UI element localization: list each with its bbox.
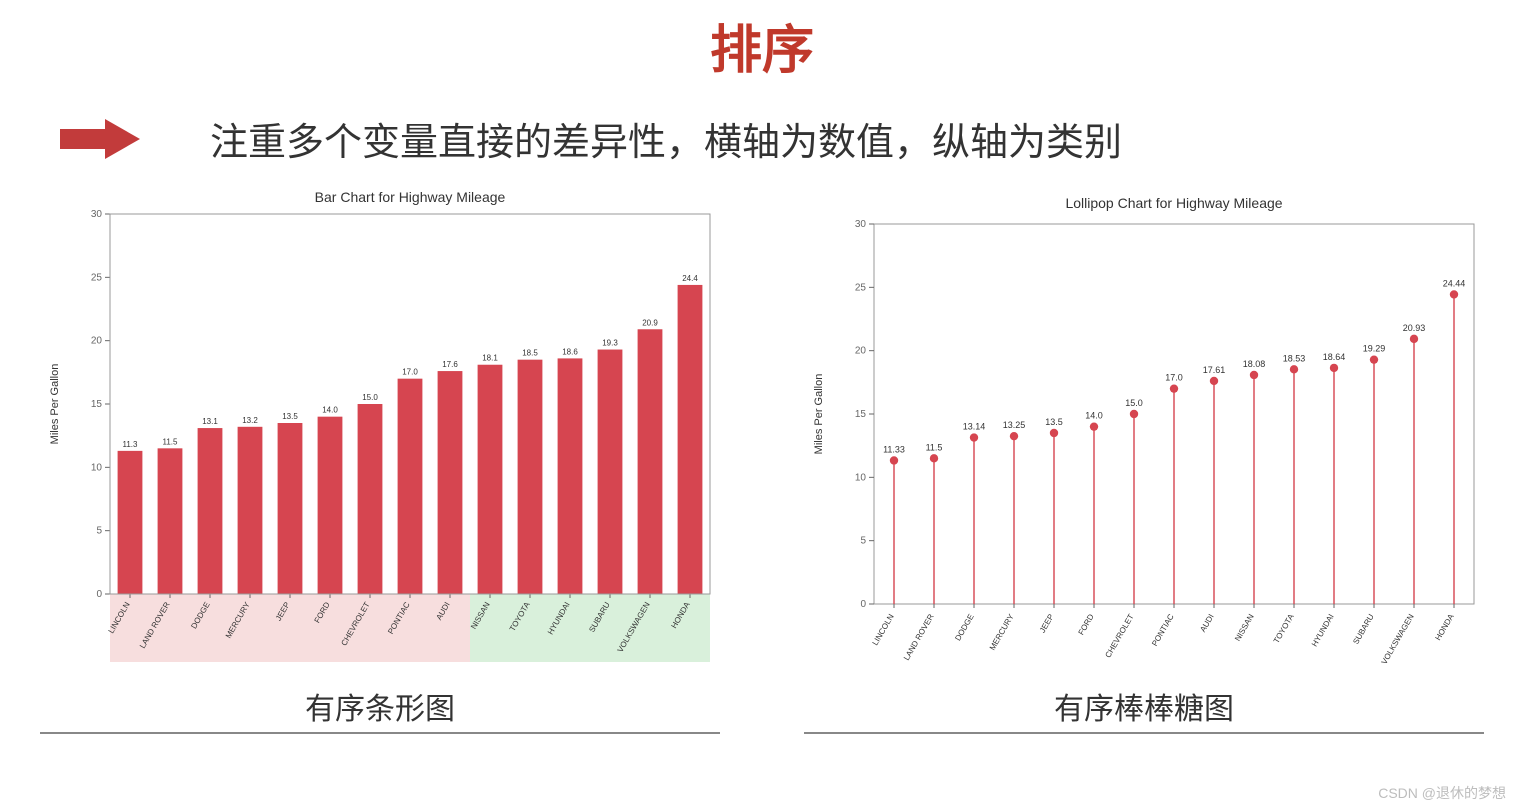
svg-text:20: 20 — [855, 346, 867, 357]
svg-text:VOLKSWAGEN: VOLKSWAGEN — [1380, 612, 1416, 666]
watermark-text: CSDN @退休的梦想 — [1378, 783, 1506, 803]
svg-text:HYUNDAI: HYUNDAI — [1310, 613, 1336, 649]
svg-text:MERCURY: MERCURY — [988, 612, 1016, 652]
arrow-shape — [60, 119, 140, 159]
svg-text:17.61: 17.61 — [1203, 365, 1226, 375]
svg-text:17.0: 17.0 — [1165, 373, 1183, 383]
svg-text:SUBARU: SUBARU — [1351, 612, 1376, 646]
bar-chart-column: Bar Chart for Highway Mileage Miles Per G… — [40, 184, 720, 734]
svg-text:15.0: 15.0 — [362, 393, 378, 402]
svg-text:15: 15 — [91, 399, 103, 410]
svg-text:5: 5 — [96, 526, 102, 537]
page-title: 排序 — [0, 8, 1524, 83]
bar-chart: Bar Chart for Highway Mileage Miles Per G… — [40, 184, 720, 674]
svg-text:DODGE: DODGE — [953, 613, 975, 643]
svg-text:LAND ROVER: LAND ROVER — [902, 612, 936, 662]
svg-text:0: 0 — [860, 599, 866, 610]
svg-text:18.6: 18.6 — [562, 347, 578, 356]
bar-chart-caption: 有序条形图 — [305, 684, 455, 728]
svg-text:18.1: 18.1 — [482, 354, 498, 363]
svg-text:10: 10 — [855, 472, 867, 483]
svg-text:18.08: 18.08 — [1243, 359, 1266, 369]
svg-text:25: 25 — [855, 282, 867, 293]
svg-text:14.0: 14.0 — [322, 406, 338, 415]
svg-text:20: 20 — [91, 336, 103, 347]
arrow-right-icon — [60, 119, 140, 159]
svg-text:0: 0 — [96, 589, 102, 600]
svg-text:18.64: 18.64 — [1323, 352, 1346, 362]
svg-text:TOYOTA: TOYOTA — [1272, 612, 1296, 645]
svg-text:LINCOLN: LINCOLN — [871, 612, 896, 647]
svg-text:13.5: 13.5 — [282, 412, 298, 421]
lollipop-chart-column: Lollipop Chart for Highway Mileage Miles … — [804, 184, 1484, 734]
svg-text:11.5: 11.5 — [926, 442, 943, 452]
svg-text:11.5: 11.5 — [163, 437, 179, 446]
lollipop-chart-rule — [804, 732, 1484, 734]
svg-text:FORD: FORD — [1077, 612, 1096, 636]
svg-text:18.5: 18.5 — [522, 349, 538, 358]
charts-row: Bar Chart for Highway Mileage Miles Per G… — [0, 184, 1524, 734]
svg-text:Lollipop Chart for Highway Mil: Lollipop Chart for Highway Mileage — [1065, 195, 1282, 211]
lollipop-chart-caption: 有序棒棒糖图 — [1054, 684, 1234, 728]
svg-text:18.53: 18.53 — [1283, 353, 1306, 363]
svg-text:NISSAN: NISSAN — [1233, 612, 1256, 642]
svg-text:15.0: 15.0 — [1125, 398, 1143, 408]
svg-text:HONDA: HONDA — [1433, 612, 1456, 642]
lollipop-chart: Lollipop Chart for Highway Mileage Miles … — [804, 184, 1484, 674]
svg-text:30: 30 — [91, 209, 103, 220]
svg-text:20.9: 20.9 — [642, 318, 658, 327]
svg-text:Miles Per Gallon: Miles Per Gallon — [813, 374, 825, 455]
svg-text:19.3: 19.3 — [602, 339, 618, 348]
svg-text:17.0: 17.0 — [402, 368, 418, 377]
svg-text:13.1: 13.1 — [202, 417, 218, 426]
subtitle-row: 注重多个变量直接的差异性，横轴为数值，纵轴为类别 — [60, 111, 1524, 166]
svg-text:Miles Per Gallon: Miles Per Gallon — [49, 364, 61, 445]
svg-text:13.14: 13.14 — [963, 422, 986, 432]
svg-text:15: 15 — [855, 409, 867, 420]
svg-text:17.6: 17.6 — [442, 360, 458, 369]
svg-text:24.44: 24.44 — [1443, 278, 1466, 288]
svg-text:20.93: 20.93 — [1403, 323, 1426, 333]
svg-text:11.3: 11.3 — [123, 440, 139, 449]
svg-text:JEEP: JEEP — [1038, 613, 1056, 635]
bar-chart-rule — [40, 732, 720, 734]
svg-text:Bar Chart for Highway Mileage: Bar Chart for Highway Mileage — [315, 189, 506, 205]
subtitle-text: 注重多个变量直接的差异性，横轴为数值，纵轴为类别 — [210, 111, 1122, 166]
svg-text:14.0: 14.0 — [1085, 411, 1103, 421]
svg-text:30: 30 — [855, 219, 867, 230]
svg-text:13.25: 13.25 — [1003, 420, 1026, 430]
svg-text:19.29: 19.29 — [1363, 344, 1386, 354]
svg-text:25: 25 — [91, 272, 103, 283]
svg-text:PONTIAC: PONTIAC — [1150, 612, 1176, 647]
svg-text:AUDI: AUDI — [1198, 613, 1215, 634]
svg-text:10: 10 — [91, 462, 103, 473]
svg-text:13.5: 13.5 — [1045, 417, 1063, 427]
svg-text:11.33: 11.33 — [883, 444, 905, 454]
svg-text:24.4: 24.4 — [682, 274, 698, 283]
svg-text:5: 5 — [860, 536, 866, 547]
svg-text:CHEVROLET: CHEVROLET — [1103, 612, 1135, 659]
svg-text:13.2: 13.2 — [242, 416, 258, 425]
